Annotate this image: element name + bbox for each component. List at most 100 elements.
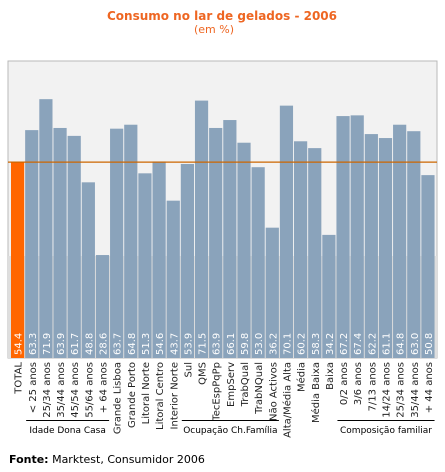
bar (294, 141, 308, 358)
source-label: Fonte: (9, 453, 49, 466)
category-label: 7/13 anos (367, 362, 378, 411)
category-label: 35/44 anos (56, 362, 67, 418)
bar (25, 130, 39, 358)
category-label: 0/2 anos (339, 362, 350, 405)
value-label: 63.0 (410, 333, 421, 355)
value-label: 63.9 (212, 333, 223, 355)
value-label: 43.7 (169, 333, 180, 355)
category-label: 25/34 anos (396, 362, 407, 418)
category-label: Interior Norte (169, 362, 180, 429)
bar (166, 200, 180, 358)
category-label: Grande Porto (127, 362, 138, 428)
category-label: + 64 anos (99, 362, 110, 413)
bar (308, 148, 322, 358)
category-label: TrabNQual (254, 362, 265, 415)
source-note: Fonte: Marktest, Consumidor 2006 (9, 453, 205, 466)
group-labels-layer: Idade Dona Casa Ocupação Ch.Família Compos… (26, 420, 435, 436)
group-label: Composição familiar (340, 426, 432, 436)
bars-layer (11, 99, 435, 359)
bar (124, 124, 138, 358)
bar (350, 115, 364, 358)
category-label: Média (296, 362, 308, 392)
chart-subtitle: (em %) (194, 23, 234, 36)
value-label: 66.1 (226, 333, 237, 355)
value-label: 63.9 (56, 333, 67, 355)
chart-title: Consumo no lar de gelados - 2006 (107, 9, 337, 23)
value-label: 60.2 (297, 333, 308, 355)
bar (11, 162, 25, 358)
group-label: Ocupação Ch.Família (183, 426, 277, 436)
category-label: 55/64 anos (84, 362, 95, 418)
value-label: 48.8 (84, 333, 95, 355)
category-label: Baixa (325, 362, 336, 390)
value-label: 62.2 (367, 333, 378, 355)
value-label: 54.6 (155, 333, 166, 355)
value-label: 50.8 (424, 333, 435, 355)
value-label: 67.4 (353, 333, 364, 355)
value-label: 28.6 (99, 333, 110, 355)
value-label: 54.4 (14, 333, 25, 355)
value-label: 61.1 (382, 333, 393, 355)
bar (152, 161, 166, 358)
category-label: Litoral Centro (155, 362, 166, 430)
category-label: Litoral Norte (141, 362, 152, 424)
bar (336, 116, 350, 358)
category-label: 14/24 anos (382, 362, 393, 418)
category-label: Não Activos (268, 362, 279, 421)
value-label: 71.9 (42, 333, 53, 355)
bar (95, 255, 110, 358)
bar (209, 127, 223, 359)
value-label: 71.5 (198, 333, 209, 355)
bar (67, 135, 81, 358)
category-label: TOTAL (14, 362, 25, 395)
category-label: Sul (183, 362, 194, 377)
category-label: 3/6 anos (353, 362, 364, 405)
value-label: 67.2 (339, 333, 350, 355)
bar (265, 227, 279, 358)
bar (421, 175, 435, 358)
value-label: 70.1 (282, 333, 293, 355)
category-label: Grande Lisboa (113, 362, 124, 434)
category-label: Média Baixa (310, 362, 322, 423)
group-label: Idade Dona Casa (29, 426, 106, 436)
category-label: QMS (198, 362, 209, 385)
value-label: 59.8 (240, 333, 251, 355)
bar (138, 173, 152, 358)
value-label: 58.3 (311, 333, 322, 355)
category-label: EmpServ (226, 362, 237, 407)
value-label: 36.2 (268, 333, 279, 355)
bar (53, 127, 67, 359)
source-text: Marktest, Consumidor 2006 (49, 453, 205, 466)
bar (110, 128, 124, 358)
category-label: TecEspPqPp (212, 362, 223, 422)
value-label: 64.8 (127, 333, 138, 355)
bar (194, 100, 209, 358)
bar (39, 99, 53, 358)
category-label: < 25 anos (28, 362, 39, 413)
category-label: 45/54 anos (70, 362, 81, 418)
bar (378, 138, 393, 358)
bar (251, 167, 265, 358)
value-label: 34.2 (325, 333, 336, 355)
bar (81, 182, 95, 358)
value-label: 51.3 (141, 333, 152, 355)
value-label: 61.7 (70, 333, 81, 355)
bar (407, 131, 421, 358)
value-label: 53.0 (254, 333, 265, 355)
bar (237, 142, 251, 358)
category-label: + 44 anos (424, 362, 435, 413)
category-labels-layer: TOTAL < 25 anos 25/34 anos 35/44 anos 45/54 … (14, 362, 435, 438)
bar (223, 120, 237, 358)
value-label: 63.3 (28, 333, 39, 355)
bar (180, 163, 194, 358)
value-labels-layer: 54.4 63.3 71.9 63.9 61.7 48.8 28.6 63.7 64.8 51.3… (14, 333, 435, 355)
value-label: 63.7 (113, 333, 124, 355)
bar (364, 134, 378, 358)
bar (322, 234, 336, 358)
bar (279, 105, 294, 358)
value-label: 64.8 (396, 333, 407, 355)
category-label: TrabQual (240, 362, 251, 407)
category-label: 35/44 anos (410, 362, 421, 418)
category-label: 25/34 anos (42, 362, 53, 418)
